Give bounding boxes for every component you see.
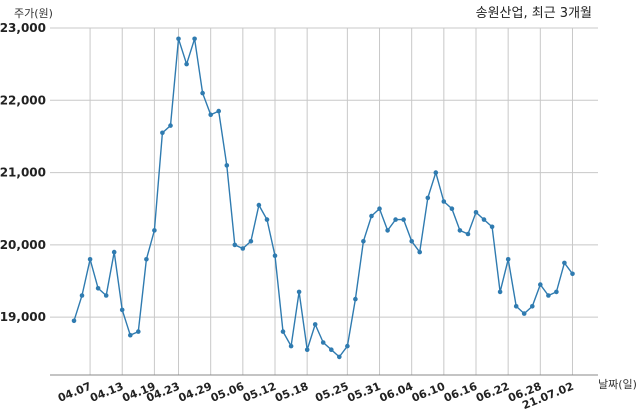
y-axis-ticks: 19,000 20,000 21,000 22,000 23,000: [0, 21, 46, 324]
data-point: [497, 289, 503, 295]
data-point: [353, 296, 358, 302]
data-point: [119, 307, 125, 313]
chart-title: 송원산업, 최근 3개월: [476, 6, 592, 21]
data-point: [160, 130, 165, 136]
data-point: [79, 293, 85, 298]
data-point: [136, 329, 141, 334]
y-tick-label: 21,000: [0, 166, 46, 180]
data-point: [71, 318, 77, 324]
data-point: [513, 304, 519, 309]
data-point: [385, 228, 390, 233]
data-point: [128, 332, 133, 338]
data-point: [345, 343, 350, 349]
data-point: [87, 257, 93, 262]
data-point: [449, 206, 455, 211]
data-point: [393, 217, 398, 222]
data-point: [417, 249, 423, 255]
data-point: [505, 257, 511, 262]
data-point: [465, 231, 471, 237]
x-axis-label: 날짜(일): [598, 377, 637, 391]
data-point: [144, 257, 149, 262]
data-point: [232, 242, 238, 248]
data-point: [521, 311, 527, 316]
data-point: [168, 123, 173, 128]
data-point: [481, 217, 487, 222]
data-point: [248, 239, 254, 244]
y-tick-label: 22,000: [0, 93, 46, 107]
grid-lines: [50, 27, 598, 375]
data-point: [103, 293, 109, 298]
data-point: [95, 286, 101, 291]
data-point: [288, 343, 294, 349]
price-points: [71, 36, 575, 360]
data-point: [240, 246, 246, 251]
data-point: [208, 112, 213, 118]
data-point: [361, 239, 366, 244]
data-point: [369, 213, 374, 219]
data-point: [409, 239, 415, 244]
data-point: [272, 253, 278, 258]
data-point: [152, 228, 157, 233]
data-point: [312, 322, 318, 327]
x-axis-ticks: 04.0704.1304.1904.2304.2905.0605.1205.18…: [56, 380, 576, 413]
data-point: [441, 199, 447, 204]
data-point: [224, 163, 230, 168]
data-point: [401, 217, 406, 222]
y-tick-label: 20,000: [0, 238, 46, 252]
price-line: [73, 38, 574, 358]
data-point: [216, 108, 221, 114]
y-tick-label: 19,000: [0, 310, 46, 324]
data-point: [192, 36, 197, 42]
data-point: [176, 36, 181, 42]
data-point: [320, 340, 326, 345]
data-point: [489, 224, 495, 230]
data-point: [473, 210, 479, 215]
data-point: [280, 329, 286, 334]
data-point: [304, 347, 310, 353]
data-point: [425, 195, 431, 201]
x-tick-label: 05.18: [273, 380, 310, 405]
data-point: [570, 271, 575, 277]
data-point: [296, 289, 302, 295]
data-point: [546, 293, 551, 298]
data-point: [562, 260, 567, 266]
data-point: [184, 61, 189, 67]
data-point: [457, 228, 463, 233]
data-point: [111, 249, 117, 255]
data-point: [200, 90, 205, 96]
data-point: [264, 217, 270, 222]
data-point: [538, 282, 543, 287]
data-point: [377, 206, 382, 211]
y-tick-label: 23,000: [0, 21, 46, 35]
data-point: [256, 202, 262, 208]
data-point: [337, 354, 342, 360]
data-point: [554, 289, 559, 295]
data-point: [530, 304, 535, 309]
data-point: [329, 347, 334, 353]
data-point: [433, 170, 439, 175]
y-axis-label: 주가(원): [14, 7, 53, 20]
